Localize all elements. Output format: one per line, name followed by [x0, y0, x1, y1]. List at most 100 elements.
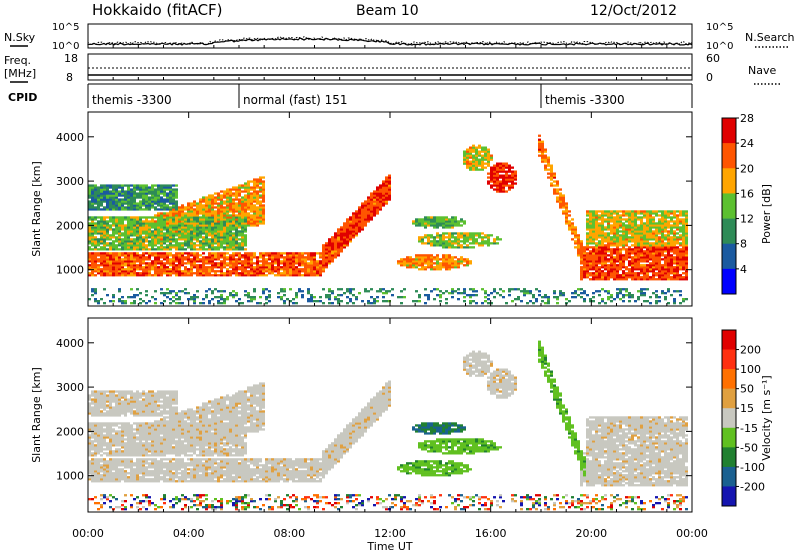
- heatmap-cell: [664, 210, 667, 213]
- heatmap-cell: [583, 262, 586, 265]
- heatmap-cell: [196, 228, 199, 231]
- heatmap-cell: [151, 198, 154, 201]
- heatmap-cell: [664, 262, 667, 265]
- heatmap-cell: [679, 214, 682, 217]
- heatmap-cell: [505, 184, 508, 187]
- heatmap-cell: [241, 200, 244, 203]
- heatmap-cell: [469, 156, 472, 159]
- heatmap-cell: [166, 186, 169, 189]
- heatmap-cell: [640, 256, 643, 259]
- heatmap-cell: [94, 190, 97, 193]
- heatmap-cell: [283, 252, 286, 255]
- heatmap-cell: [643, 230, 646, 233]
- heatmap-cell: [124, 230, 127, 233]
- heatmap-cell: [160, 262, 163, 265]
- heatmap-cell: [466, 236, 469, 239]
- heatmap-cell: [199, 272, 202, 275]
- heatmap-cell: [121, 224, 124, 227]
- heatmap-cell: [190, 210, 193, 213]
- heatmap-cell: [481, 288, 484, 291]
- heatmap-cell: [592, 216, 595, 219]
- heatmap-cell: [109, 204, 112, 207]
- heatmap-cell: [151, 244, 154, 247]
- heatmap-cell: [370, 198, 373, 201]
- heatmap-cell: [166, 196, 169, 199]
- heatmap-cell: [322, 258, 325, 261]
- heatmap-cell: [487, 180, 490, 183]
- heatmap-cell: [682, 252, 685, 255]
- heatmap-cell: [229, 232, 232, 235]
- heatmap-cell: [313, 300, 316, 303]
- heatmap-cell: [94, 292, 97, 295]
- heatmap-cell: [436, 260, 439, 263]
- heatmap-cell: [592, 224, 595, 227]
- heatmap-cell: [103, 262, 106, 265]
- heatmap-cell: [628, 260, 631, 263]
- heatmap-cell: [238, 232, 241, 235]
- heatmap-cell: [487, 148, 490, 151]
- heatmap-cell: [187, 220, 190, 223]
- heatmap-cell: [226, 216, 229, 219]
- heatmap-cell: [484, 234, 487, 237]
- heatmap-cell: [220, 254, 223, 257]
- heatmap-cell: [112, 236, 115, 239]
- heatmap-cell: [226, 232, 229, 235]
- heatmap-cell: [376, 188, 379, 191]
- heatmap-cell: [253, 192, 256, 195]
- heatmap-cell: [88, 260, 91, 263]
- heatmap-cell: [322, 246, 325, 249]
- heatmap-cell: [619, 224, 622, 227]
- heatmap-cell: [601, 212, 604, 215]
- heatmap-cell: [190, 238, 193, 241]
- heatmap-cell: [361, 228, 364, 231]
- heatmap-cell: [196, 248, 199, 251]
- heatmap-cell: [301, 262, 304, 265]
- heatmap-cell: [286, 262, 289, 265]
- heatmap-cell: [235, 300, 238, 303]
- heatmap-cell: [610, 220, 613, 223]
- heatmap-cell: [175, 258, 178, 261]
- heatmap-cell: [238, 208, 241, 211]
- heatmap-cell: [127, 208, 130, 211]
- heatmap-cell: [139, 260, 142, 263]
- heatmap-cell: [448, 268, 451, 271]
- heatmap-cell: [100, 246, 103, 249]
- heatmap-cell: [643, 252, 646, 255]
- heatmap-cell: [373, 214, 376, 217]
- heatmap-cell: [154, 240, 157, 243]
- heatmap-cell: [436, 266, 439, 269]
- heatmap-cell: [601, 224, 604, 227]
- heatmap-cell: [250, 204, 253, 207]
- heatmap-cell: [349, 288, 352, 291]
- heatmap-cell: [115, 260, 118, 263]
- heatmap-cell: [91, 256, 94, 259]
- heatmap-cell: [442, 246, 445, 249]
- heatmap-cell: [205, 240, 208, 243]
- heatmap-cell: [346, 218, 349, 221]
- heatmap-cell: [346, 222, 349, 225]
- heatmap-cell: [133, 268, 136, 271]
- heatmap-cell: [106, 294, 109, 297]
- heatmap-cell: [247, 274, 250, 277]
- heatmap-cell: [655, 214, 658, 217]
- heatmap-cell: [592, 276, 595, 279]
- heatmap-cell: [193, 200, 196, 203]
- heatmap-cell: [328, 258, 331, 261]
- heatmap-cell: [223, 234, 226, 237]
- heatmap-cell: [196, 206, 199, 209]
- heatmap-cell: [220, 198, 223, 201]
- heatmap-cell: [475, 146, 478, 149]
- heatmap-cell: [130, 262, 133, 265]
- heatmap-cell: [226, 262, 229, 265]
- heatmap-cell: [460, 292, 463, 295]
- heatmap-cell: [151, 242, 154, 245]
- heatmap-cell: [133, 226, 136, 229]
- heatmap-cell: [565, 298, 568, 301]
- heatmap-cell: [466, 154, 469, 157]
- heatmap-cell: [163, 292, 166, 295]
- heatmap-cell: [217, 246, 220, 249]
- heatmap-cell: [346, 220, 349, 223]
- heatmap-cell: [235, 190, 238, 193]
- heatmap-cell: [337, 252, 340, 255]
- heatmap-cell: [184, 206, 187, 209]
